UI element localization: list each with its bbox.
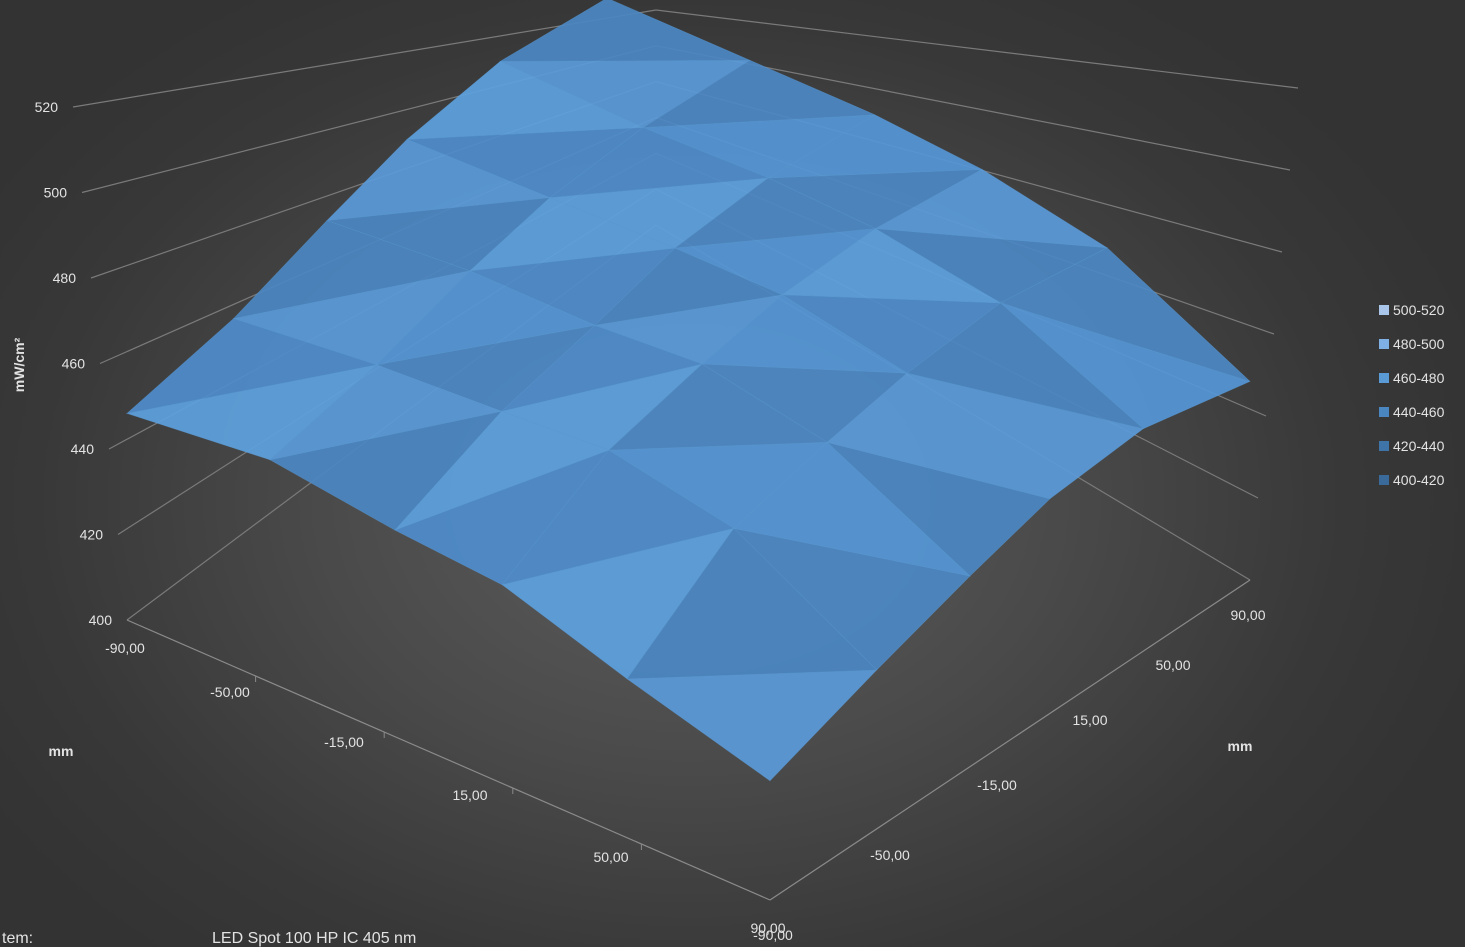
legend-swatch bbox=[1379, 475, 1389, 485]
legend-label: 420-440 bbox=[1393, 438, 1445, 454]
gridline-right-wall bbox=[655, 9, 1299, 89]
z-tick-label: 520 bbox=[35, 99, 59, 115]
y-axis-line bbox=[769, 579, 1251, 901]
y-tick-label: 90,00 bbox=[1230, 607, 1265, 623]
gridline-left-wall bbox=[72, 9, 657, 108]
legend-swatch bbox=[1379, 305, 1389, 315]
legend-label: 460-480 bbox=[1393, 370, 1445, 386]
surface-facet bbox=[375, 270, 596, 366]
z-tick-label: 420 bbox=[80, 527, 104, 543]
footer-item-label: tem: bbox=[2, 930, 33, 947]
surface-plot bbox=[125, 0, 1251, 782]
legend-swatch bbox=[1379, 441, 1389, 451]
z-tick-label: 440 bbox=[71, 441, 95, 457]
y-tick-label: -50,00 bbox=[870, 847, 910, 863]
surface-facet bbox=[733, 441, 971, 577]
surface-facet bbox=[673, 177, 877, 249]
legend-label: 500-520 bbox=[1393, 302, 1445, 318]
legend-swatch bbox=[1379, 407, 1389, 417]
z-tick-label: 500 bbox=[44, 185, 68, 201]
legend-label: 480-500 bbox=[1393, 336, 1445, 352]
surface-facet bbox=[826, 372, 1051, 500]
surface-facet bbox=[701, 294, 909, 374]
surface-facet bbox=[781, 228, 1001, 304]
surface-facet bbox=[499, 0, 751, 62]
y-tick-label: 50,00 bbox=[1155, 657, 1190, 673]
x-tick-label: -15,00 bbox=[324, 734, 364, 750]
z-axis-title: mW/cm² bbox=[11, 337, 27, 392]
footer-item-value: LED Spot 100 HP IC 405 nm bbox=[212, 930, 416, 947]
legend-label: 400-420 bbox=[1393, 472, 1445, 488]
y-tick-label: 15,00 bbox=[1072, 712, 1107, 728]
axes: 400 420 440 460 480 500 520 -90,00 -50,00 -15,00 1… bbox=[11, 99, 1266, 943]
y-tick-label: -15,00 bbox=[977, 777, 1017, 793]
x-tick-label: 50,00 bbox=[593, 849, 628, 865]
legend-label: 440-460 bbox=[1393, 404, 1445, 420]
surface-facet bbox=[469, 197, 676, 272]
x-tick-label: -90,00 bbox=[105, 640, 145, 656]
legend-swatch bbox=[1379, 373, 1389, 383]
surface-facet bbox=[626, 669, 878, 782]
x-axis-line bbox=[126, 619, 771, 901]
surface-facet bbox=[232, 220, 472, 319]
surface-facet bbox=[394, 410, 610, 531]
surface-facet bbox=[999, 247, 1251, 382]
x-axis-title: mm bbox=[49, 743, 74, 759]
surface-facet bbox=[874, 169, 1108, 248]
surface-facet bbox=[608, 363, 829, 451]
x-tick-label: 15,00 bbox=[452, 787, 487, 803]
surface-facet bbox=[125, 318, 378, 414]
legend-swatch bbox=[1379, 339, 1389, 349]
surface-facet bbox=[594, 247, 784, 326]
y-tick-mark bbox=[1147, 643, 1155, 649]
surface-facet bbox=[268, 364, 503, 461]
surface-facet bbox=[501, 449, 735, 586]
surface-facet bbox=[768, 114, 984, 179]
surface-facet bbox=[626, 527, 878, 680]
legend: 500-520 480-500 460-480 440-460 420-440 400-4… bbox=[1379, 302, 1445, 488]
z-tick-label: 460 bbox=[62, 356, 86, 372]
y-axis-title: mm bbox=[1228, 738, 1253, 754]
y-tick-mark bbox=[1051, 707, 1059, 713]
surface-facet bbox=[326, 139, 551, 221]
y-tick-mark bbox=[955, 771, 963, 777]
surface-facet bbox=[906, 302, 1144, 429]
z-tick-label: 480 bbox=[53, 270, 77, 286]
y-tick-mark bbox=[859, 835, 867, 841]
surface-facet bbox=[642, 59, 876, 128]
x-tick-label: 90,00 bbox=[750, 920, 785, 936]
footer: tem: LED Spot 100 HP IC 405 nm bbox=[2, 930, 416, 947]
surface-facet bbox=[406, 60, 644, 140]
surface-facet bbox=[500, 324, 704, 412]
surface-facet bbox=[548, 127, 769, 198]
y-tick-label: -90,00 bbox=[753, 927, 793, 943]
z-tick-label: 400 bbox=[89, 612, 113, 628]
x-tick-label: -50,00 bbox=[210, 684, 250, 700]
